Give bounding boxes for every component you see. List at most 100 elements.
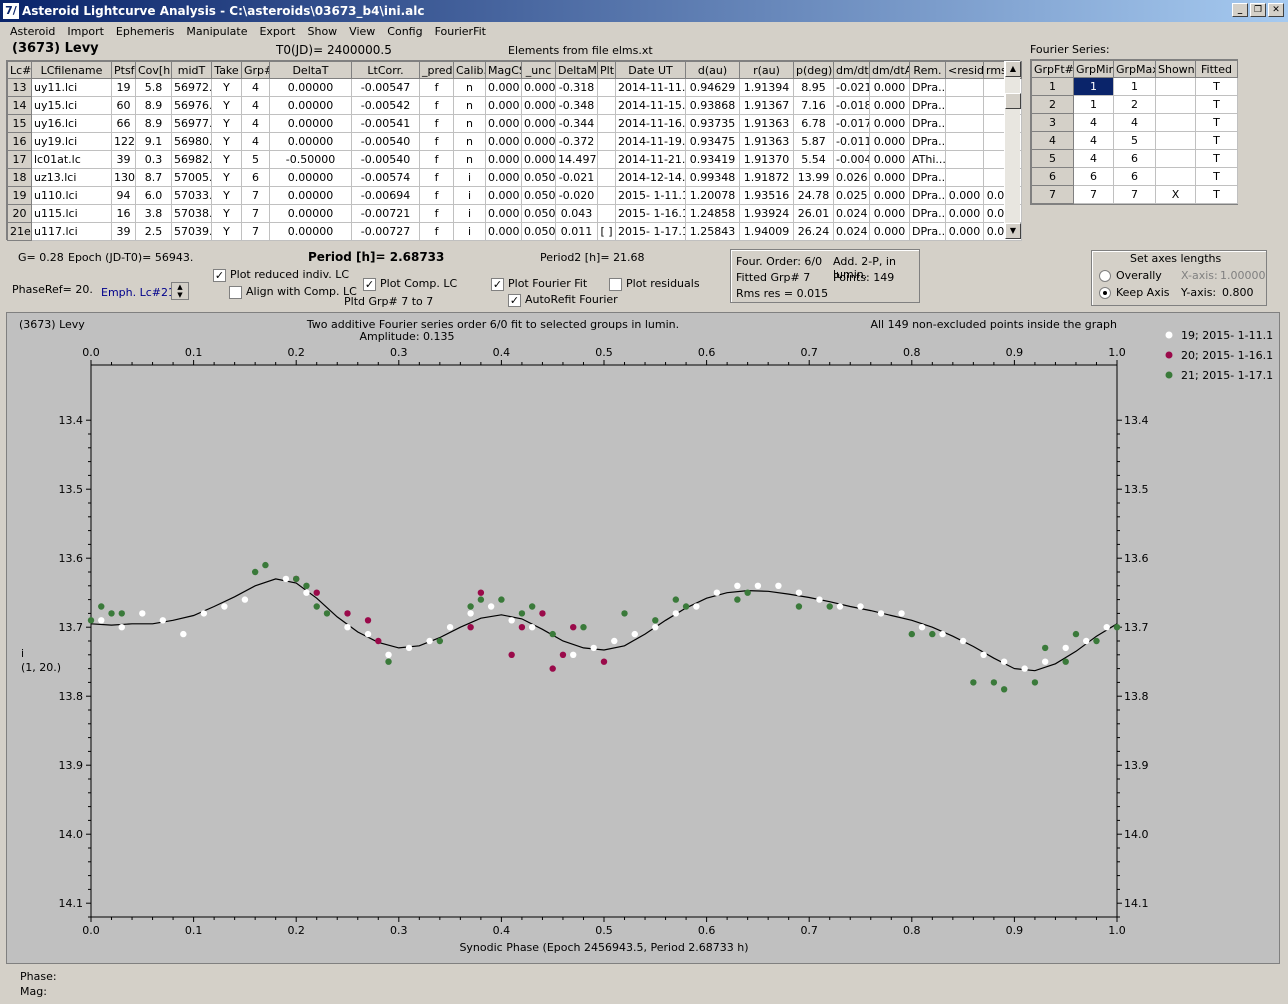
overally-radio[interactable]: Overally xyxy=(1099,269,1162,282)
table-cell[interactable]: 1.94009 xyxy=(739,222,794,241)
table-cell[interactable]: 56980.2 xyxy=(171,132,212,151)
table-cell[interactable]: n xyxy=(453,96,486,115)
table-cell[interactable]: 0.000 xyxy=(869,222,910,241)
lc-col-header[interactable]: midT xyxy=(171,61,212,79)
table-row[interactable]: 20u115.lci163.857038.1Y70.00000-0.00721f… xyxy=(7,204,1022,223)
table-cell[interactable]: uy15.lci xyxy=(31,96,112,115)
table-cell[interactable]: f xyxy=(419,186,454,205)
table-cell[interactable] xyxy=(945,78,984,97)
table-cell[interactable]: Y xyxy=(211,168,242,187)
lc-col-header[interactable]: Ptsf xyxy=(111,61,136,79)
table-cell[interactable]: 0.00000 xyxy=(269,204,352,223)
table-cell[interactable]: 0.000 xyxy=(485,222,522,241)
table-cell[interactable]: 57038.1 xyxy=(171,204,212,223)
table-cell[interactable]: 0.99348 xyxy=(685,168,740,187)
table-cell[interactable]: 4 xyxy=(1031,131,1074,150)
table-cell[interactable] xyxy=(597,114,616,133)
table-cell[interactable]: 7 xyxy=(241,204,270,223)
emph-spinner[interactable]: ▲ ▼ xyxy=(171,282,189,300)
table-cell[interactable]: 0.000 xyxy=(521,114,556,133)
table-cell[interactable]: DPra... xyxy=(909,204,946,223)
table-cell[interactable]: 19 xyxy=(111,78,136,97)
table-cell[interactable]: T xyxy=(1195,167,1238,186)
table-cell[interactable]: Y xyxy=(211,96,242,115)
x-axis-value[interactable]: 1.00000 xyxy=(1220,269,1266,282)
table-cell[interactable]: X xyxy=(1155,185,1196,204)
table-cell[interactable]: 1.93516 xyxy=(739,186,794,205)
table-cell[interactable]: 1.91367 xyxy=(739,96,794,115)
table-cell[interactable]: 13.99 xyxy=(793,168,834,187)
table-cell[interactable]: f xyxy=(419,222,454,241)
table-cell[interactable]: 9.1 xyxy=(135,132,172,151)
table-cell[interactable]: T xyxy=(1195,77,1238,96)
table-cell[interactable]: 5.8 xyxy=(135,78,172,97)
table-cell[interactable]: 14.497 xyxy=(555,150,598,169)
table-cell[interactable]: 2 xyxy=(1031,95,1074,114)
table-cell[interactable]: 2014-11-16.2 xyxy=(615,114,686,133)
table-cell[interactable]: 2014-11-19.2 xyxy=(615,132,686,151)
table-cell[interactable] xyxy=(597,168,616,187)
menu-export[interactable]: Export xyxy=(259,25,296,38)
table-cell[interactable]: 19 xyxy=(7,186,32,205)
plot-area[interactable]: 0.0 0.0 0.1 0.1 0.2 0.2 0.3 0.3 0.4 0.4 0.5 0.5 0.6 0… xyxy=(6,312,1280,964)
table-cell[interactable]: 1.91363 xyxy=(739,114,794,133)
table-cell[interactable]: -0.018 xyxy=(833,96,870,115)
table-cell[interactable]: -0.00547 xyxy=(351,78,420,97)
lc-col-header[interactable]: d(au) xyxy=(685,61,740,79)
table-cell[interactable]: 0.024 xyxy=(833,222,870,241)
table-cell[interactable]: 0.00000 xyxy=(269,96,352,115)
table-cell[interactable]: 4 xyxy=(1073,113,1114,132)
table-cell[interactable]: Y xyxy=(211,132,242,151)
table-cell[interactable]: Y xyxy=(211,186,242,205)
menu-asteroid[interactable]: Asteroid xyxy=(10,25,56,38)
table-cell[interactable]: f xyxy=(419,150,454,169)
table-cell[interactable]: 56972.2 xyxy=(171,78,212,97)
table-cell[interactable]: 0.000 xyxy=(945,186,984,205)
table-row[interactable]: 17lc01at.lc390.356982.3Y5-0.50000-0.0054… xyxy=(7,150,1022,169)
table-cell[interactable]: 56982.3 xyxy=(171,150,212,169)
table-cell[interactable]: n xyxy=(453,78,486,97)
table-row[interactable]: 14uy15.lci608.956976.2Y40.00000-0.00542f… xyxy=(7,96,1022,115)
y-axis-value[interactable]: 0.800 xyxy=(1222,286,1254,299)
plot-reduced-checkbox[interactable]: ✓ Plot reduced indiv. LC xyxy=(213,268,349,282)
table-cell[interactable]: 4 xyxy=(241,132,270,151)
table-cell[interactable]: 4 xyxy=(241,96,270,115)
table-cell[interactable]: 1.91370 xyxy=(739,150,794,169)
table-cell[interactable] xyxy=(597,204,616,223)
table-cell[interactable]: 0.93419 xyxy=(685,150,740,169)
table-cell[interactable]: DPra... xyxy=(909,186,946,205)
table-cell[interactable]: 4 xyxy=(241,78,270,97)
lc-col-header[interactable]: Plt xyxy=(597,61,616,79)
table-cell[interactable]: DPra... xyxy=(909,78,946,97)
table-cell[interactable]: 7 xyxy=(1073,185,1114,204)
table-cell[interactable] xyxy=(597,78,616,97)
table-cell[interactable]: 39 xyxy=(111,222,136,241)
lc-col-header[interactable]: LtCorr. xyxy=(351,61,420,79)
lc-col-header[interactable]: _pred. xyxy=(419,61,454,79)
table-cell[interactable] xyxy=(1155,149,1196,168)
table-cell[interactable]: 39 xyxy=(111,150,136,169)
table-cell[interactable]: 20 xyxy=(7,204,32,223)
table-cell[interactable]: 7.16 xyxy=(793,96,834,115)
table-cell[interactable]: -0.00542 xyxy=(351,96,420,115)
table-cell[interactable]: 0.024 xyxy=(833,204,870,223)
table-cell[interactable]: 0.000 xyxy=(869,132,910,151)
table-cell[interactable]: 6.0 xyxy=(135,186,172,205)
table-cell[interactable]: -0.00721 xyxy=(351,204,420,223)
table-cell[interactable]: 0.000 xyxy=(485,168,522,187)
table-cell[interactable]: 0.000 xyxy=(485,132,522,151)
table-cell[interactable]: f xyxy=(419,168,454,187)
menu-ephemeris[interactable]: Ephemeris xyxy=(115,25,175,38)
keep-axis-radio[interactable]: Keep Axis xyxy=(1099,286,1170,299)
table-cell[interactable]: i xyxy=(453,222,486,241)
table-cell[interactable]: uz13.lci xyxy=(31,168,112,187)
lc-col-header[interactable]: Take xyxy=(211,61,242,79)
table-cell[interactable]: 66 xyxy=(111,114,136,133)
table-cell[interactable]: 56977.2 xyxy=(171,114,212,133)
table-cell[interactable]: 0.043 xyxy=(555,204,598,223)
table-cell[interactable]: 0.00000 xyxy=(269,168,352,187)
table-cell[interactable]: 2014-11-21.3 xyxy=(615,150,686,169)
fourier-col-header[interactable]: GrpFt# xyxy=(1031,60,1074,78)
